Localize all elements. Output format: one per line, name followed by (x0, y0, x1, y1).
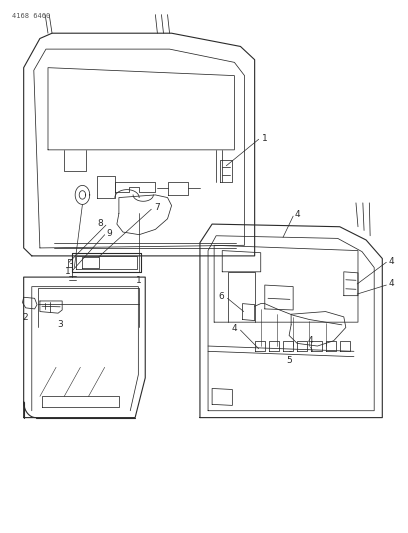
Text: 4: 4 (308, 336, 313, 345)
Text: 5: 5 (286, 356, 292, 365)
Text: 8: 8 (98, 219, 104, 228)
Text: 1: 1 (64, 268, 70, 276)
Text: 4168 6460: 4168 6460 (11, 13, 50, 19)
Text: 3: 3 (57, 319, 63, 328)
Text: 1: 1 (136, 276, 142, 285)
Text: 2: 2 (22, 313, 28, 322)
Text: 1: 1 (262, 134, 267, 143)
Text: 7: 7 (154, 203, 160, 212)
Text: 4: 4 (388, 279, 394, 288)
Text: 6: 6 (219, 292, 224, 301)
Text: 9: 9 (106, 229, 112, 238)
Text: 4: 4 (388, 257, 394, 265)
Text: 4: 4 (232, 324, 237, 333)
Text: 4: 4 (295, 210, 300, 219)
